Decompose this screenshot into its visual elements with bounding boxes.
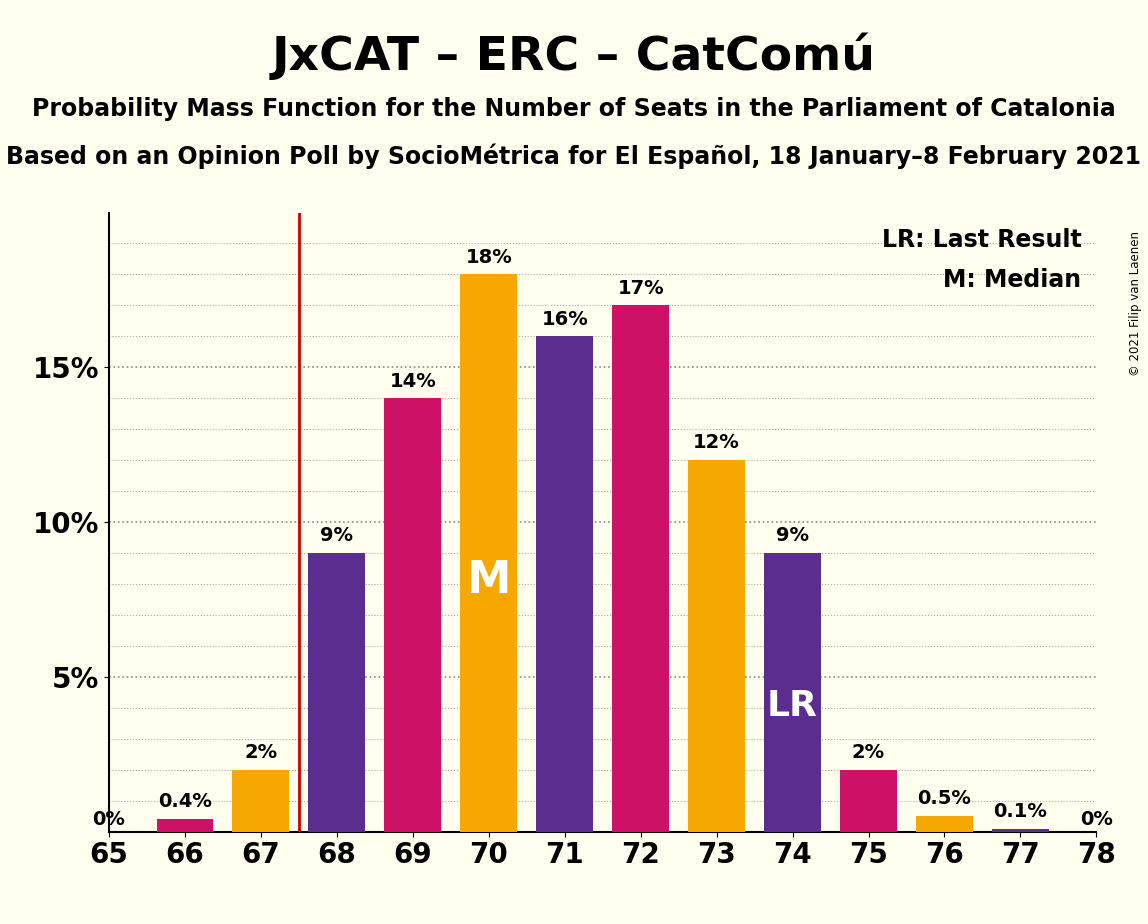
Text: 0.5%: 0.5% [917, 789, 971, 808]
Bar [765, 553, 821, 832]
Bar [916, 816, 974, 832]
Bar [840, 770, 897, 832]
Text: © 2021 Filip van Laenen: © 2021 Filip van Laenen [1130, 231, 1142, 376]
Text: M: Median: M: Median [944, 268, 1081, 292]
Text: 2%: 2% [852, 743, 885, 762]
Text: M: M [466, 559, 511, 602]
Text: 16%: 16% [542, 310, 588, 329]
Text: JxCAT – ERC – CatComú: JxCAT – ERC – CatComú [272, 32, 876, 79]
Text: 2%: 2% [245, 743, 278, 762]
Text: 0.1%: 0.1% [993, 802, 1047, 821]
Bar [156, 820, 214, 832]
Text: 0%: 0% [93, 809, 125, 829]
Text: 0%: 0% [1080, 809, 1112, 829]
Text: 14%: 14% [389, 371, 436, 391]
Bar [232, 770, 289, 832]
Text: 9%: 9% [776, 527, 809, 545]
Bar [688, 460, 745, 832]
Bar [612, 305, 669, 832]
Text: 9%: 9% [320, 527, 354, 545]
Text: 12%: 12% [693, 433, 740, 453]
Text: Based on an Opinion Poll by SocioMétrica for El Español, 18 January–8 February 2: Based on an Opinion Poll by SocioMétrica… [7, 143, 1141, 169]
Text: 17%: 17% [618, 279, 664, 298]
Bar [536, 336, 594, 832]
Bar [460, 274, 518, 832]
Text: Probability Mass Function for the Number of Seats in the Parliament of Catalonia: Probability Mass Function for the Number… [32, 97, 1116, 121]
Text: 18%: 18% [465, 248, 512, 267]
Bar [385, 398, 441, 832]
Text: LR: Last Result: LR: Last Result [882, 228, 1081, 252]
Text: 0.4%: 0.4% [158, 793, 212, 811]
Text: LR: LR [767, 689, 819, 723]
Bar [309, 553, 365, 832]
Bar [992, 829, 1049, 832]
